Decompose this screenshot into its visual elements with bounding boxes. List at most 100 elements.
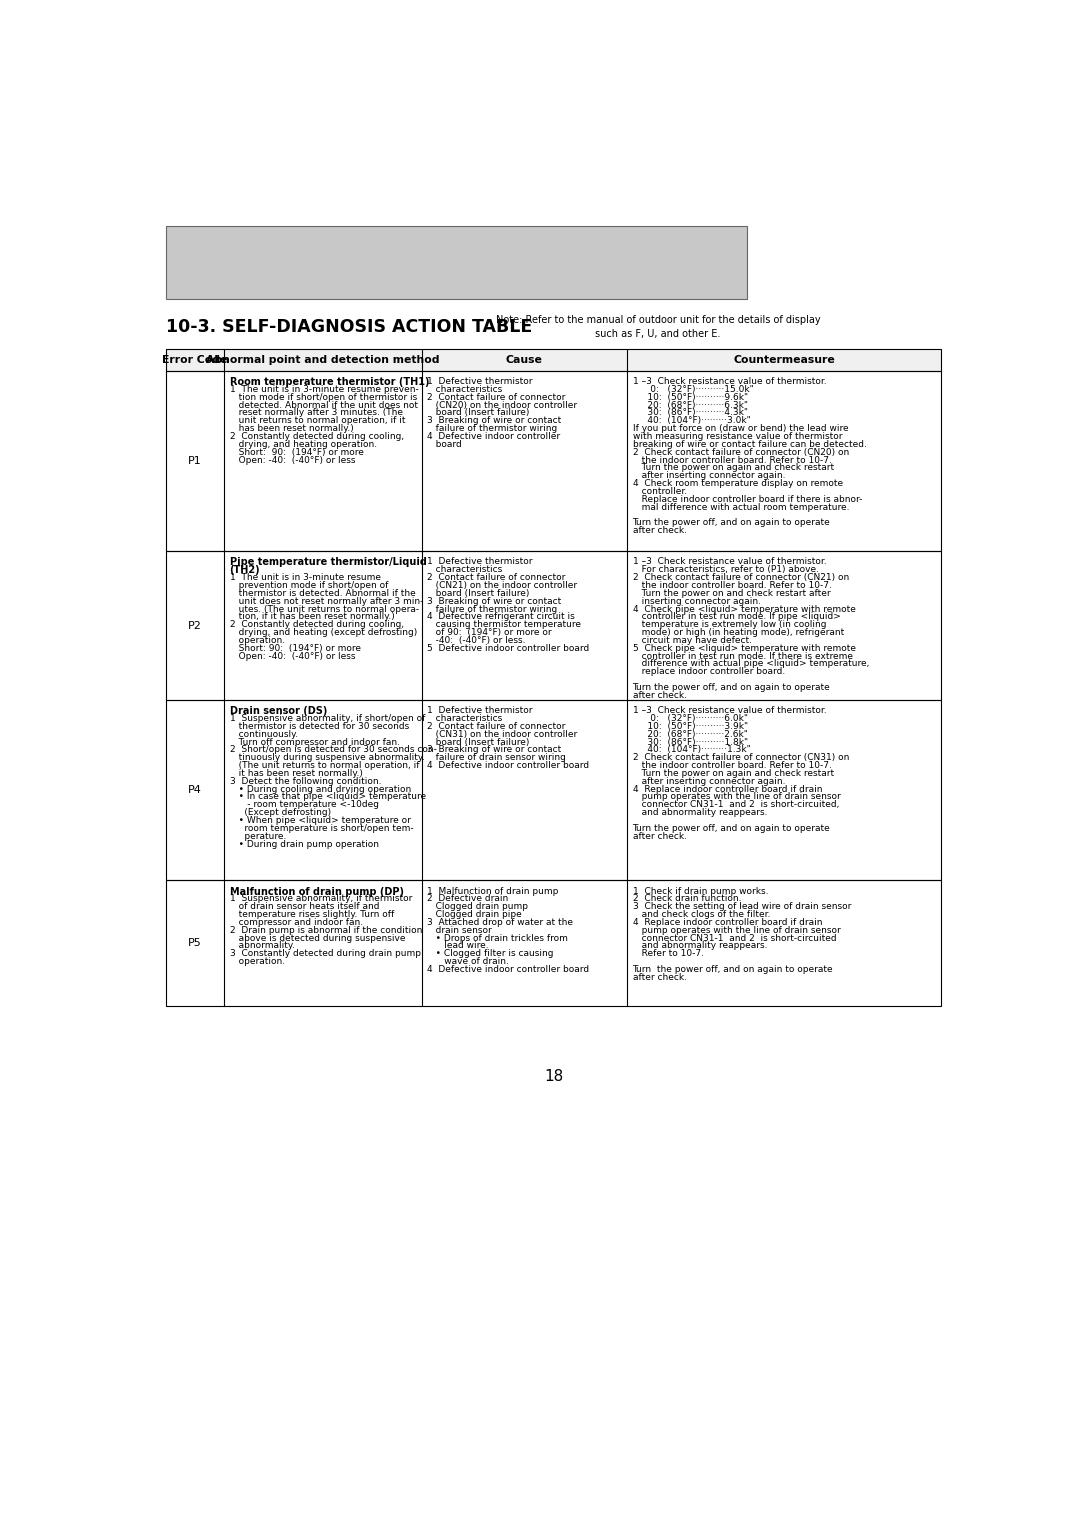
Text: drying, and heating operation.: drying, and heating operation. (230, 439, 377, 449)
Text: replace indoor controller board.: replace indoor controller board. (633, 668, 785, 677)
Text: tion mode if short/open of thermistor is: tion mode if short/open of thermistor is (230, 392, 417, 401)
Text: after inserting connector again.: after inserting connector again. (633, 472, 785, 481)
Text: 1  The unit is in 3-minute resume preven-: 1 The unit is in 3-minute resume preven- (230, 384, 418, 393)
Text: (CN21) on the indoor controller: (CN21) on the indoor controller (428, 580, 578, 589)
Text: 2  Constantly detected during cooling,: 2 Constantly detected during cooling, (230, 432, 404, 441)
Text: above is detected during suspensive: above is detected during suspensive (230, 934, 405, 943)
Text: Turn  the power off, and on again to operate: Turn the power off, and on again to oper… (633, 965, 833, 974)
Text: and abnormality reappears.: and abnormality reappears. (633, 808, 767, 818)
Text: 3  Breaking of wire or contact: 3 Breaking of wire or contact (428, 597, 562, 606)
Text: 3  Constantly detected during drain pump: 3 Constantly detected during drain pump (230, 949, 420, 958)
Bar (166, 551, 941, 700)
Text: • Clogged filter is causing: • Clogged filter is causing (428, 949, 554, 958)
Text: P5: P5 (188, 939, 202, 948)
Text: failure of drain sensor wiring: failure of drain sensor wiring (428, 753, 566, 762)
Text: lead wire.: lead wire. (428, 942, 489, 951)
Text: detected. Abnormal if the unit does not: detected. Abnormal if the unit does not (230, 401, 418, 410)
Text: 40:  (104°F)·········1.3k": 40: (104°F)·········1.3k" (633, 746, 751, 755)
Text: has been reset normally.): has been reset normally.) (230, 424, 353, 433)
Text: and abnormality reappears.: and abnormality reappears. (633, 942, 767, 951)
Text: 3  Attached drop of water at the: 3 Attached drop of water at the (428, 919, 573, 926)
Bar (166, 700, 941, 880)
Text: • In case that pipe <liquid> temperature: • In case that pipe <liquid> temperature (230, 793, 426, 802)
Text: P4: P4 (188, 785, 202, 795)
Text: 1  Suspensive abnormality, if thermistor: 1 Suspensive abnormality, if thermistor (230, 894, 411, 903)
Text: -40:  (-40°F) or less.: -40: (-40°F) or less. (428, 635, 526, 645)
Text: 20:  (68°F)··········2.6k": 20: (68°F)··········2.6k" (633, 730, 747, 738)
Text: 30:  (86°F)··········1.8k": 30: (86°F)··········1.8k" (633, 738, 747, 747)
Text: • When pipe <liquid> temperature or: • When pipe <liquid> temperature or (230, 816, 410, 825)
Text: Clogged drain pipe: Clogged drain pipe (428, 909, 522, 919)
Text: 5  Defective indoor controller board: 5 Defective indoor controller board (428, 645, 590, 652)
Text: 3  Breaking of wire or contact: 3 Breaking of wire or contact (428, 416, 562, 426)
Text: it has been reset normally.): it has been reset normally.) (230, 769, 363, 778)
Text: characteristics: characteristics (428, 713, 502, 723)
Bar (166, 349, 941, 371)
Text: 4  Defective indoor controller: 4 Defective indoor controller (428, 432, 561, 441)
Text: utes. (The unit returns to normal opera-: utes. (The unit returns to normal opera- (230, 605, 419, 614)
Text: 1 –3  Check resistance value of thermistor.: 1 –3 Check resistance value of thermisto… (633, 377, 826, 386)
Text: Turn the power off, and on again to operate: Turn the power off, and on again to oper… (633, 824, 831, 833)
Text: 20:  (68°F)··········6.3k": 20: (68°F)··········6.3k" (633, 401, 747, 410)
Text: Countermeasure: Countermeasure (733, 355, 835, 364)
Text: unit returns to normal operation, if it: unit returns to normal operation, if it (230, 416, 405, 426)
Text: difference with actual pipe <liquid> temperature,: difference with actual pipe <liquid> tem… (633, 660, 869, 669)
Text: • Drops of drain trickles from: • Drops of drain trickles from (428, 934, 568, 943)
Text: 2  Check drain function.: 2 Check drain function. (633, 894, 741, 903)
Bar (166, 227, 747, 299)
Text: 0:   (32°F)··········15.0k": 0: (32°F)··········15.0k" (633, 384, 754, 393)
Text: - room temperature <-10deg: - room temperature <-10deg (230, 801, 379, 810)
Text: 2  Short/open is detected for 30 seconds con-: 2 Short/open is detected for 30 seconds … (230, 746, 436, 755)
Text: For characteristics, refer to (P1) above.: For characteristics, refer to (P1) above… (633, 565, 819, 574)
Text: 2  Contact failure of connector: 2 Contact failure of connector (428, 721, 566, 730)
Text: 3  Detect the following condition.: 3 Detect the following condition. (230, 776, 381, 785)
Text: board: board (428, 439, 462, 449)
Text: 40:  (104°F)·········3.0k": 40: (104°F)·········3.0k" (633, 416, 751, 426)
Text: controller.: controller. (633, 487, 687, 496)
Text: controller in test run mode. If pipe <liquid>: controller in test run mode. If pipe <li… (633, 612, 840, 622)
Text: 2  Check contact failure of connector (CN20) on: 2 Check contact failure of connector (CN… (633, 447, 849, 456)
Text: Clogged drain pump: Clogged drain pump (428, 902, 528, 911)
Text: thermistor is detected for 30 seconds: thermistor is detected for 30 seconds (230, 721, 409, 730)
Text: mal difference with actual room temperature.: mal difference with actual room temperat… (633, 502, 849, 511)
Text: 4  Defective indoor controller board: 4 Defective indoor controller board (428, 761, 590, 770)
Text: (The unit returns to normal operation, if: (The unit returns to normal operation, i… (230, 761, 419, 770)
Text: after check.: after check. (633, 831, 687, 841)
Text: 1 –3  Check resistance value of thermistor.: 1 –3 Check resistance value of thermisto… (633, 557, 826, 566)
Bar (166, 880, 941, 1006)
Text: the indoor controller board. Refer to 10-7.: the indoor controller board. Refer to 10… (633, 580, 832, 589)
Text: Turn the power on again and check restart: Turn the power on again and check restar… (633, 464, 834, 473)
Bar (166, 371, 941, 551)
Text: thermistor is detected. Abnormal if the: thermistor is detected. Abnormal if the (230, 589, 416, 597)
Text: Short:  90:  (194°F) or more: Short: 90: (194°F) or more (230, 447, 364, 456)
Text: Refer to 10-7.: Refer to 10-7. (633, 949, 703, 958)
Text: 4  Replace indoor controller board if drain: 4 Replace indoor controller board if dra… (633, 784, 822, 793)
Text: 1  Defective thermistor: 1 Defective thermistor (428, 706, 532, 715)
Text: 4  Defective refrigerant circuit is: 4 Defective refrigerant circuit is (428, 612, 575, 622)
Text: 18: 18 (544, 1069, 563, 1084)
Text: continuously.: continuously. (230, 730, 298, 738)
Text: 3  Breaking of wire or contact: 3 Breaking of wire or contact (428, 746, 562, 755)
Text: 1  Defective thermistor: 1 Defective thermistor (428, 377, 532, 386)
Text: 2  Drain pump is abnormal if the condition: 2 Drain pump is abnormal if the conditio… (230, 926, 422, 935)
Text: 2  Contact failure of connector: 2 Contact failure of connector (428, 573, 566, 582)
Text: Cause: Cause (507, 355, 543, 364)
Text: 3  Check the setting of lead wire of drain sensor: 3 Check the setting of lead wire of drai… (633, 902, 851, 911)
Text: after check.: after check. (633, 972, 687, 981)
Text: If you put force on (draw or bend) the lead wire: If you put force on (draw or bend) the l… (633, 424, 848, 433)
Text: Turn the power off, and on again to operate: Turn the power off, and on again to oper… (633, 519, 831, 527)
Text: Malfunction of drain pump (DP): Malfunction of drain pump (DP) (230, 886, 404, 897)
Bar (166, 371, 941, 551)
Bar (166, 880, 941, 1006)
Text: after check.: after check. (633, 690, 687, 700)
Text: unit does not reset normally after 3 min-: unit does not reset normally after 3 min… (230, 597, 423, 606)
Text: 1  Suspensive abnormality, if short/open of: 1 Suspensive abnormality, if short/open … (230, 713, 424, 723)
Text: breaking of wire or contact failure can be detected.: breaking of wire or contact failure can … (633, 439, 866, 449)
Text: Turn the power on again and check restart: Turn the power on again and check restar… (633, 769, 834, 778)
Text: drying, and heating (except defrosting): drying, and heating (except defrosting) (230, 628, 417, 637)
Text: 10:  (50°F)··········3.9k": 10: (50°F)··········3.9k" (633, 721, 747, 730)
Text: 2  Defective drain: 2 Defective drain (428, 894, 509, 903)
Bar (166, 551, 941, 700)
Text: the indoor controller board. Refer to 10-7.: the indoor controller board. Refer to 10… (633, 761, 832, 770)
Text: failure of thermistor wiring: failure of thermistor wiring (428, 424, 557, 433)
